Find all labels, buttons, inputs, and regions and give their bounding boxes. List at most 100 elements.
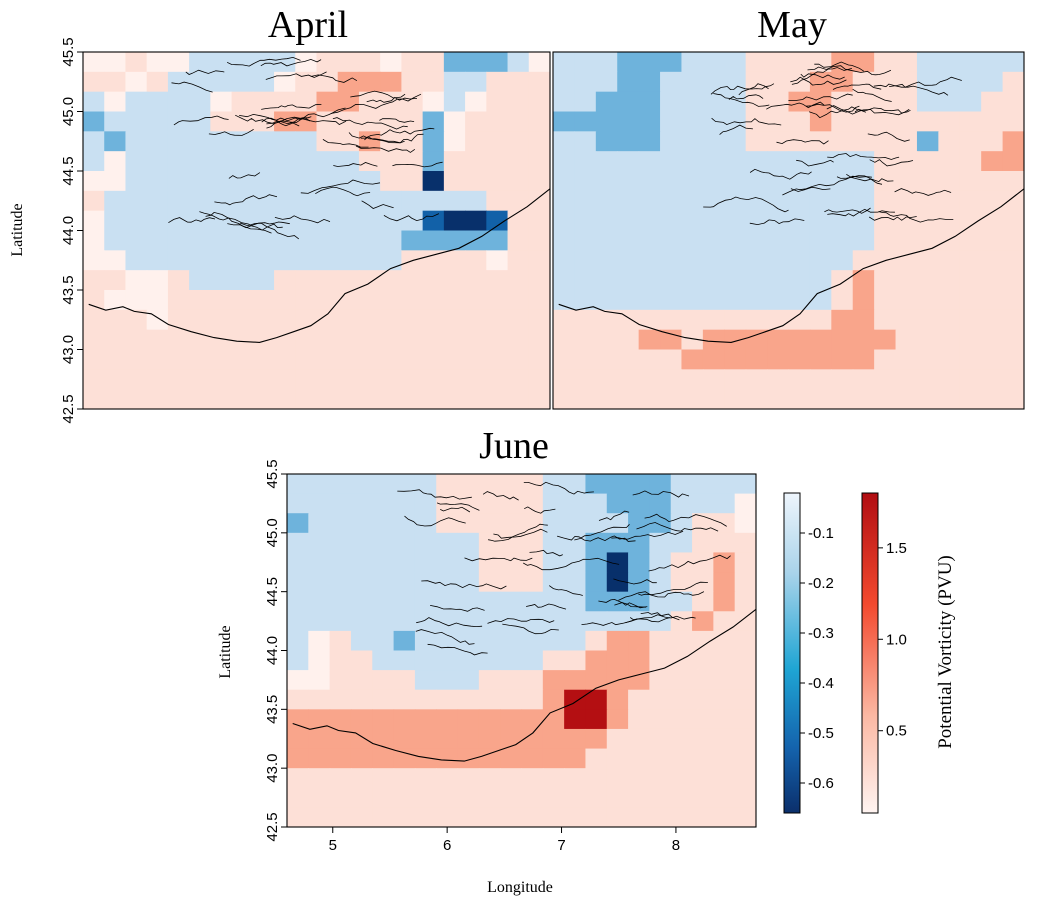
heatmap-cell (189, 71, 211, 93)
heatmap-cell (414, 532, 437, 554)
heatmap-cell (692, 728, 714, 750)
heatmap-cell (167, 230, 190, 251)
heatmap-cell (414, 650, 437, 671)
heatmap-cell (486, 171, 509, 192)
heatmap-cell (287, 513, 309, 534)
heatmap-cell (210, 151, 233, 172)
heatmap-cell (443, 151, 466, 172)
y-tick-label: 42.5 (60, 394, 77, 423)
heatmap-cell (521, 513, 544, 534)
heatmap-cell (146, 131, 169, 152)
heatmap-cell (564, 611, 587, 632)
heatmap-cell (528, 389, 550, 409)
terrain-contour (214, 194, 278, 206)
heatmap-cell (585, 650, 608, 671)
heatmap-cell (916, 369, 939, 390)
heatmap-cell (457, 611, 480, 632)
heatmap-cell (788, 309, 811, 331)
heatmap-cell (125, 369, 148, 390)
heatmap-cell (231, 111, 254, 132)
heatmap-cell (146, 270, 169, 291)
heatmap-cell (350, 728, 373, 750)
heatmap-cell (852, 389, 875, 409)
heatmap-cell (380, 309, 403, 331)
heatmap-cell (350, 768, 373, 789)
coastline (292, 608, 756, 762)
heatmap-cell (981, 171, 1004, 192)
heatmap-cell (959, 111, 982, 132)
heatmap-cell (895, 369, 918, 390)
heatmap-cell (938, 52, 961, 73)
heatmap-cell (422, 369, 445, 390)
heatmap-cell (443, 290, 466, 311)
heatmap-cell (316, 190, 339, 212)
heatmap-cell (564, 572, 587, 593)
heatmap-cell (295, 250, 318, 271)
heatmap-cell (574, 91, 597, 113)
heatmap-cell (521, 493, 544, 514)
heatmap-cell (358, 369, 381, 390)
heatmap-cell (521, 670, 544, 691)
heatmap-cell (372, 591, 395, 612)
terrain-contour (808, 106, 867, 119)
terrain-contour (199, 211, 272, 234)
heatmap-cell (528, 309, 550, 331)
heatmap-cell (443, 270, 466, 291)
heatmap-cell (542, 689, 565, 710)
heatmap-cell (916, 171, 939, 192)
heatmap-cell (938, 270, 961, 291)
heatmap-cell (465, 91, 487, 113)
heatmap-cell (486, 250, 509, 271)
plot-frame-may (552, 51, 1025, 410)
heatmap-cell (329, 709, 352, 730)
heatmap-cell (938, 71, 961, 93)
heatmap-cell (767, 290, 790, 311)
heatmap-cell (287, 709, 309, 730)
heatmap-cell (350, 513, 373, 534)
heatmap-cell (104, 369, 127, 390)
heatmap-cell (465, 290, 487, 311)
heatmap-cell (308, 807, 331, 827)
heatmap-cell (83, 230, 105, 251)
heatmap-cell (393, 748, 416, 769)
heatmap-cell (337, 52, 360, 73)
heatmap-cell (436, 650, 459, 671)
heatmap-cell (895, 91, 918, 113)
heatmap-cell (660, 171, 683, 192)
heatmap-cell (104, 151, 127, 172)
heatmap-cell (702, 71, 725, 93)
heatmap-cell (702, 151, 725, 172)
heatmap-cell (393, 532, 416, 554)
terrain-contour (640, 612, 680, 621)
heatmap-cell (422, 270, 445, 291)
heatmap-cell (670, 787, 693, 808)
heatmap-cell (210, 349, 233, 370)
heatmap-cell (252, 329, 275, 351)
heatmap-cell (210, 309, 233, 331)
heatmap-cell (189, 230, 211, 251)
heatmap-cell (287, 552, 309, 573)
heatmap-cell (465, 190, 487, 212)
heatmap-cell (465, 389, 487, 409)
heatmap-cell (692, 474, 714, 495)
terrain-contour (644, 513, 727, 527)
heatmap-cell (380, 349, 403, 370)
heatmap-cell (436, 709, 459, 730)
heatmap-cell (895, 111, 918, 132)
heatmap-cell (295, 52, 318, 73)
heatmap-cell (809, 349, 832, 370)
heatmap-cell (125, 270, 148, 291)
heatmap-cell (83, 369, 105, 390)
heatmap-cell (649, 650, 672, 671)
heatmap-cell (104, 210, 127, 232)
heatmap-cell (486, 309, 509, 331)
colorbar-tick-label: 1.0 (886, 631, 907, 648)
heatmap-cell (734, 552, 756, 573)
heatmap-cell (542, 787, 565, 808)
heatmap-cell (542, 532, 565, 554)
heatmap-cell (724, 151, 747, 172)
heatmap-cell (638, 290, 661, 311)
heatmap-cell (585, 532, 608, 554)
heatmap-cell (617, 309, 640, 331)
heatmap-cell (337, 270, 360, 291)
